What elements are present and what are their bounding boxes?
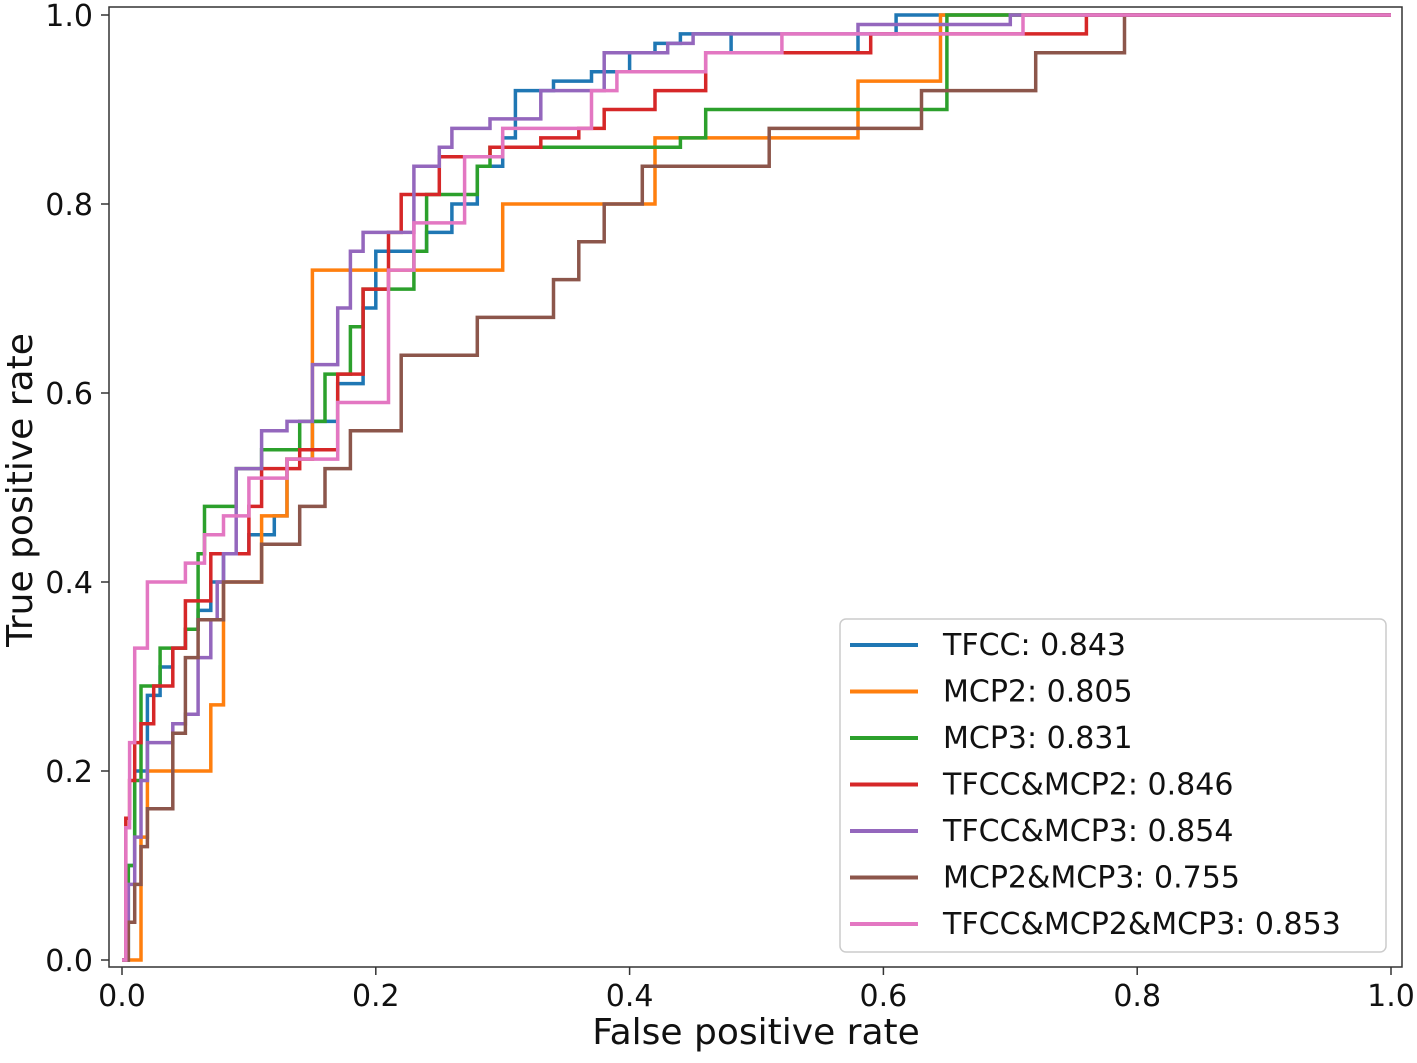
x-tick-label: 0.0 [98,979,146,1014]
y-tick-label: 0.6 [45,377,93,412]
legend-label-6: MCP2&MCP3: 0.755 [943,861,1240,896]
legend-label-3: MCP3: 0.831 [943,721,1133,756]
y-tick-label: 1.0 [45,0,93,34]
x-axis-ticks: 0.0 0.2 0.4 0.6 0.8 1.0 [98,967,1415,1014]
y-axis-label: True positive rate [0,333,41,648]
legend-label-4: TFCC&MCP2: 0.846 [942,768,1233,803]
x-axis-label: False positive rate [592,1012,920,1053]
series-line-4 [122,13,1391,962]
y-tick-label: 0.8 [45,188,93,223]
series-line-2 [122,13,1391,962]
x-tick-label: 1.0 [1367,979,1415,1014]
legend-label-7: TFCC&MCP2&MCP3: 0.853 [942,907,1341,942]
series-line-7 [122,13,1391,962]
y-axis-ticks: 0.0 0.2 0.4 0.6 0.8 1.0 [45,0,109,979]
legend: TFCC: 0.843 MCP2: 0.805 MCP3: 0.831 TFCC&MC… [839,618,1387,953]
y-tick-label: 0.4 [45,566,93,601]
x-tick-label: 0.8 [1113,979,1161,1014]
legend-box [839,618,1387,953]
x-tick-label: 0.4 [606,979,654,1014]
legend-label-5: TFCC&MCP3: 0.854 [942,814,1233,849]
series-layer [122,13,1391,962]
y-tick-label: 0.0 [45,944,93,979]
x-tick-label: 0.6 [860,979,908,1014]
legend-label-1: TFCC: 0.843 [942,628,1126,663]
y-tick-label: 0.2 [45,755,93,790]
x-tick-label: 0.2 [352,979,400,1014]
legend-label-2: MCP2: 0.805 [943,675,1133,710]
series-line-6 [122,13,1391,962]
plot-area-frame [108,6,1403,968]
